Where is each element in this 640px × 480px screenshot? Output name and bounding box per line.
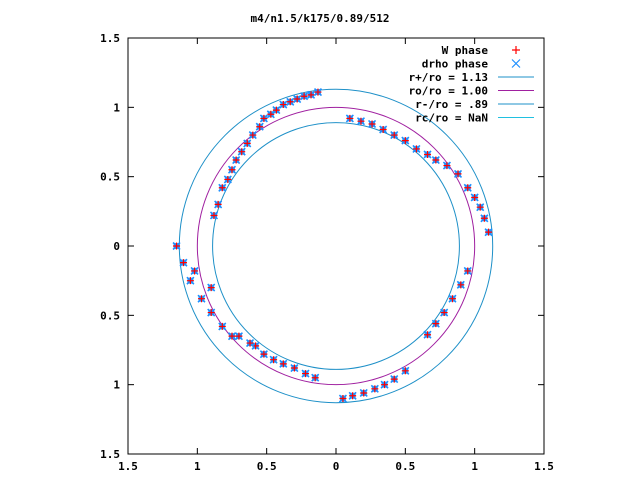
y-tick-label: 1 xyxy=(113,379,120,392)
w-phase-point xyxy=(179,259,187,267)
legend-label: ro/ro = 1.00 xyxy=(409,85,488,98)
legend-label: r-/ro = .89 xyxy=(415,98,488,111)
w-phase-point xyxy=(260,114,268,122)
w-phase-point xyxy=(228,166,236,174)
w-phase-point xyxy=(379,126,387,134)
w-phase-point xyxy=(401,367,409,375)
w-phase-point xyxy=(238,148,246,156)
w-phase-point xyxy=(207,284,215,292)
w-phase-point xyxy=(270,356,278,364)
w-phase-point xyxy=(235,332,243,340)
w-phase-point xyxy=(286,98,294,106)
w-phase-point xyxy=(368,120,376,128)
w-phase-point xyxy=(290,364,298,372)
w-phase-point xyxy=(485,228,493,236)
reference-circles xyxy=(178,88,494,404)
chart-title: m4/n1.5/k175/0.89/512 xyxy=(250,12,389,25)
w-phase-point xyxy=(301,370,309,378)
w-phase-point xyxy=(249,131,257,139)
w-phase-point xyxy=(173,242,181,250)
y-tick-label: 0.5 xyxy=(100,309,120,322)
w-phase-point xyxy=(471,193,479,201)
w-phase-point xyxy=(454,170,462,178)
w-phase-point xyxy=(457,281,465,289)
y-tick-label: 0.5 xyxy=(100,171,120,184)
w-phase-point xyxy=(448,295,456,303)
w-phase-point xyxy=(476,203,484,211)
w-phase-point xyxy=(412,145,420,153)
phase-points xyxy=(172,88,493,403)
w-phase-point xyxy=(207,309,215,317)
y-tick-label: 0 xyxy=(113,240,120,253)
y-tick-label: 1.5 xyxy=(100,32,120,45)
w-phase-point xyxy=(246,339,254,347)
w-phase-point xyxy=(314,88,322,96)
legend-label: rc/ro = NaN xyxy=(415,112,488,125)
w-phase-point xyxy=(424,331,432,339)
w-phase-point xyxy=(214,200,222,208)
w-phase-point xyxy=(256,123,264,131)
legend-label: r+/ro = 1.13 xyxy=(409,71,488,84)
w-phase-point xyxy=(432,320,440,328)
w-phase-point xyxy=(390,131,398,139)
legend-swatch-w-phase xyxy=(512,46,520,54)
x-tick-label: 0.5 xyxy=(395,460,415,473)
w-phase-point xyxy=(464,267,472,275)
x-tick-label: 0.5 xyxy=(257,460,277,473)
w-phase-point xyxy=(293,95,301,103)
w-phase-point xyxy=(424,150,432,158)
w-phase-point xyxy=(432,156,440,164)
w-phase-point xyxy=(210,211,218,219)
w-phase-point xyxy=(390,375,398,383)
w-phase-point xyxy=(300,92,308,100)
w-phase-point xyxy=(360,389,368,397)
w-phase-point xyxy=(464,184,472,192)
w-phase-point xyxy=(349,392,357,400)
w-phase-point xyxy=(307,91,315,99)
w-phase-point xyxy=(357,117,365,125)
x-tick-label: 1.5 xyxy=(534,460,554,473)
w-phase-point xyxy=(232,156,240,164)
w-phase-point xyxy=(346,114,354,122)
w-phase-point xyxy=(279,101,287,109)
reference-circle xyxy=(212,122,460,370)
w-phase-point xyxy=(480,214,488,222)
x-tick-label: 0 xyxy=(333,460,340,473)
w-phase-point xyxy=(267,110,275,118)
legend-swatch-drho-phase xyxy=(511,59,521,68)
w-phase-point xyxy=(311,374,319,382)
x-tick-label: 1.5 xyxy=(118,460,138,473)
w-phase-point xyxy=(272,106,280,114)
w-phase-point xyxy=(371,385,379,393)
w-phase-point xyxy=(401,137,409,145)
w-phase-point xyxy=(224,175,232,183)
legend-label: drho phase xyxy=(422,58,489,71)
reference-circle xyxy=(196,106,476,386)
y-tick-label: 1.5 xyxy=(100,448,120,461)
w-phase-point xyxy=(440,309,448,317)
w-phase-point xyxy=(218,184,226,192)
x-tick-label: 1 xyxy=(471,460,478,473)
axis-ticks: 1.5 1 0.5 0 0.5 1 1.51.510.500.511.5 xyxy=(100,32,554,473)
w-phase-point xyxy=(260,350,268,358)
w-phase-point xyxy=(279,360,287,368)
w-phase-point xyxy=(197,295,205,303)
w-phase-point xyxy=(339,395,347,403)
w-phase-point xyxy=(228,332,236,340)
w-phase-point xyxy=(381,381,389,389)
legend-label: W phase xyxy=(442,44,489,57)
w-phase-point xyxy=(243,139,251,147)
y-tick-label: 1 xyxy=(113,101,120,114)
reference-circle xyxy=(178,88,494,404)
w-phase-point xyxy=(218,322,226,330)
w-phase-point xyxy=(186,277,194,285)
w-phase-point xyxy=(191,267,199,275)
x-tick-label: 1 xyxy=(194,460,201,473)
w-phase-point xyxy=(443,162,451,170)
